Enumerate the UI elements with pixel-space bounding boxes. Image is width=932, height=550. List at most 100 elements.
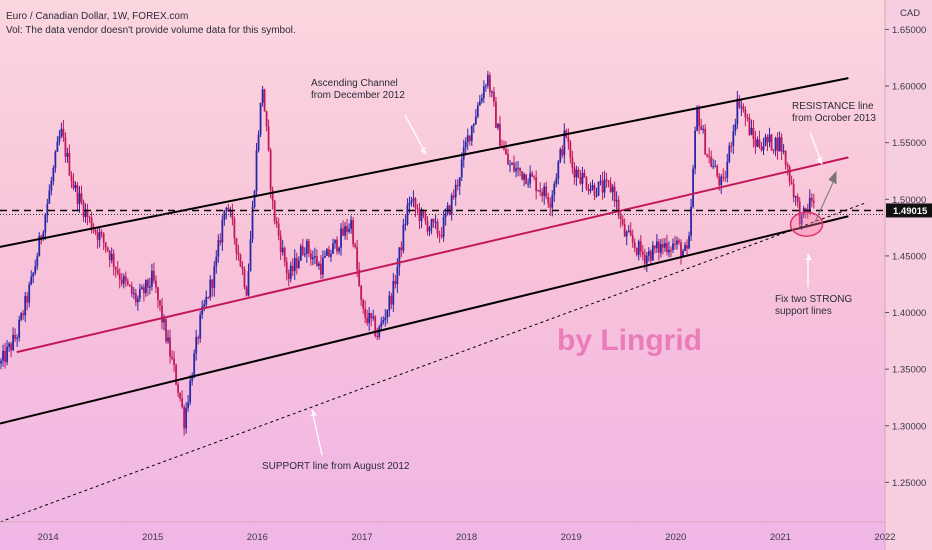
candle-body [38,235,41,257]
candle-body [231,210,234,219]
candle-body [106,247,109,251]
candle-body [74,185,77,189]
candle-body [800,214,803,225]
candle-body [338,247,340,252]
candle-body [617,199,620,216]
candle-body [386,310,389,318]
candle-body [340,228,342,248]
candle-body [0,360,2,364]
candle-body [402,224,405,251]
candle-body [44,215,47,233]
annotation-fix-support: Fix two STRONG support lines [775,294,852,317]
candle-body [301,246,304,255]
projection-arrow-head [828,170,837,184]
candle-body [464,142,467,148]
candle-body [136,298,139,303]
candle-body [100,232,103,234]
candle-body [173,358,175,365]
candle-body [205,296,208,305]
candle-body [28,284,31,303]
candle-body [151,270,153,287]
x-tick-label: 2014 [38,532,59,543]
candle-body [169,337,171,357]
candle-body [112,253,115,268]
candle-body [736,98,739,125]
candle-body [557,161,560,179]
candle-body [195,337,198,354]
trendline-channel-upper [0,77,849,248]
candle-body [517,167,519,169]
candle-body [668,249,670,253]
candle-body [309,253,312,260]
candle-body [712,166,715,168]
candle-body [197,337,200,339]
candle-body [786,164,789,167]
candle-body [6,346,8,363]
candle-body [253,191,256,207]
candle-body [155,280,157,288]
candle-body [36,256,39,267]
candle-body [690,206,692,236]
candle-body [263,89,266,112]
candle-body [330,253,332,257]
candle-body [488,75,491,92]
candle-body [462,147,465,160]
candle-body [509,164,511,166]
candle-body [597,181,600,196]
candle-body [159,300,161,306]
candle-body [388,295,391,311]
candle-body [808,197,811,213]
candle-body [732,131,735,147]
candle-body [237,252,240,255]
candle-body [233,218,236,239]
candle-body [46,203,49,216]
candle-body [102,233,105,243]
candle-body [384,317,387,321]
candle-body [657,241,660,253]
y-tick-label: 1.45000 [892,251,926,262]
candle-body [64,137,67,157]
chart-title: Euro / Canadian Dollar, 1W, FOREX.com [6,11,189,22]
candle-body [412,198,415,201]
candle-body [472,124,475,126]
candle-body [770,134,773,151]
candle-body [118,273,121,280]
candle-body [758,139,761,147]
candle-body [201,306,204,315]
candle-body [179,392,181,399]
candle-body [754,139,757,147]
candle-body [645,255,648,264]
candle-body [440,235,443,237]
x-tick-label: 2015 [142,532,163,543]
candle-body [583,172,586,178]
candle-body [653,245,656,249]
x-tick-label: 2017 [351,532,372,543]
candle-body [348,228,350,232]
candle-body [124,276,127,281]
candle-body [728,145,731,162]
candle-body [356,247,359,270]
candle-body [364,308,367,318]
candle-body [482,86,485,99]
candle-body [181,398,184,407]
candle-body [730,145,733,147]
candle-body [766,136,769,143]
candle-body [466,135,469,143]
candle-body [547,196,550,204]
candle-body [283,247,286,262]
candle-body [207,296,210,298]
candle-body [726,161,729,178]
candle-body [273,200,276,222]
candle-body [299,246,302,261]
candle-body [66,152,69,157]
annotation-resistance: RESISTANCE line from Ocrober 2013 [792,101,876,124]
y-tick-label: 1.50000 [892,195,926,206]
y-tick-label: 1.25000 [892,478,926,489]
candle-body [303,254,306,256]
candle-body [350,220,352,229]
candle-body [18,319,21,338]
candle-body [625,232,628,237]
candle-body [438,234,441,236]
candle-body [774,137,777,151]
candle-body [764,136,767,146]
